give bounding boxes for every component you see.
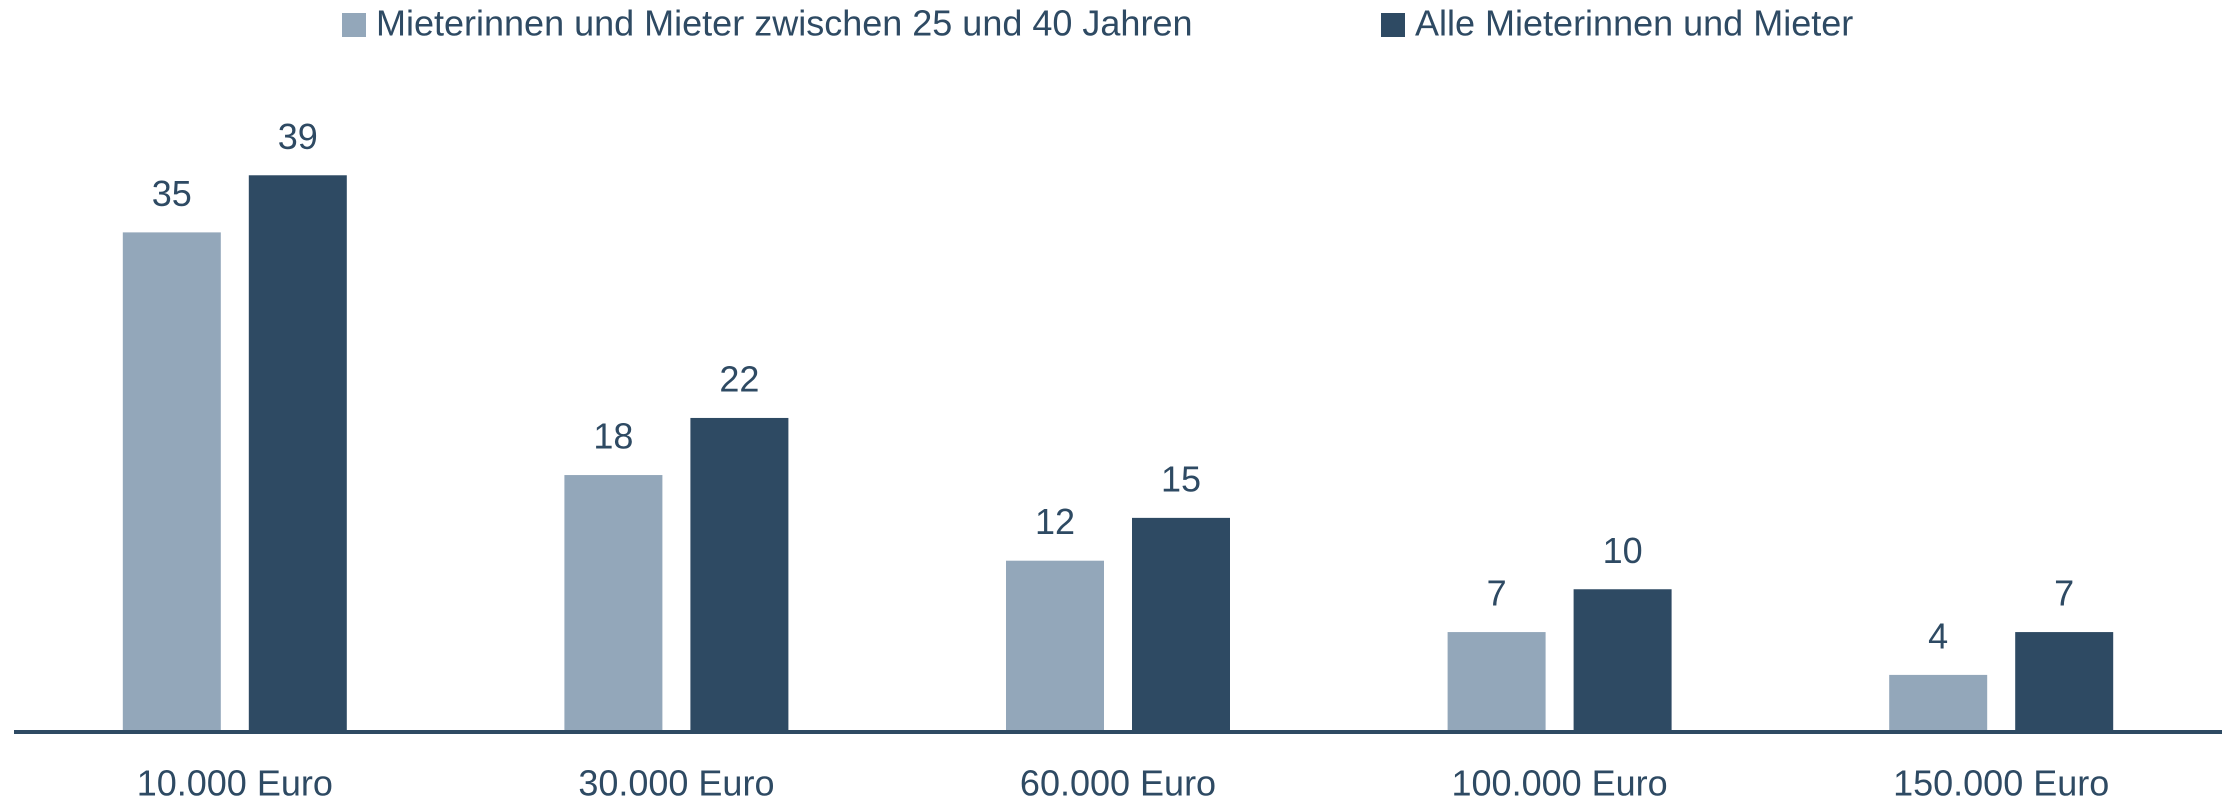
data-label: 18 (593, 416, 633, 457)
bar (248, 175, 347, 732)
x-tick-label: 10.000 Euro (137, 763, 333, 804)
bar (1573, 589, 1672, 732)
legend-label: Alle Mieterinnen und Mieter (1415, 3, 1853, 44)
bar (690, 417, 789, 732)
bar (564, 475, 663, 732)
data-label: 7 (1487, 573, 1507, 614)
data-label: 15 (1161, 458, 1201, 499)
legend-swatch (342, 13, 366, 37)
bar (1132, 517, 1230, 732)
x-tick-label: 30.000 Euro (578, 763, 774, 804)
bar (122, 232, 221, 732)
x-tick-label: 60.000 Euro (1020, 763, 1216, 804)
data-label: 39 (278, 116, 318, 157)
x-tick-label: 100.000 Euro (1452, 763, 1668, 804)
data-label: 4 (1928, 615, 1948, 656)
legend-label: Mieterinnen und Mieter zwischen 25 und 4… (376, 3, 1193, 44)
bar (1889, 674, 1988, 732)
data-label: 10 (1603, 530, 1643, 571)
x-tick-label: 150.000 Euro (1893, 763, 2109, 804)
legend-swatch (1381, 13, 1405, 37)
bar (1006, 560, 1104, 732)
data-label: 12 (1035, 501, 1075, 542)
bar (2015, 632, 2114, 732)
data-label: 22 (719, 358, 759, 399)
data-label: 7 (2054, 573, 2074, 614)
bar (1447, 632, 1546, 732)
data-label: 35 (152, 173, 192, 214)
